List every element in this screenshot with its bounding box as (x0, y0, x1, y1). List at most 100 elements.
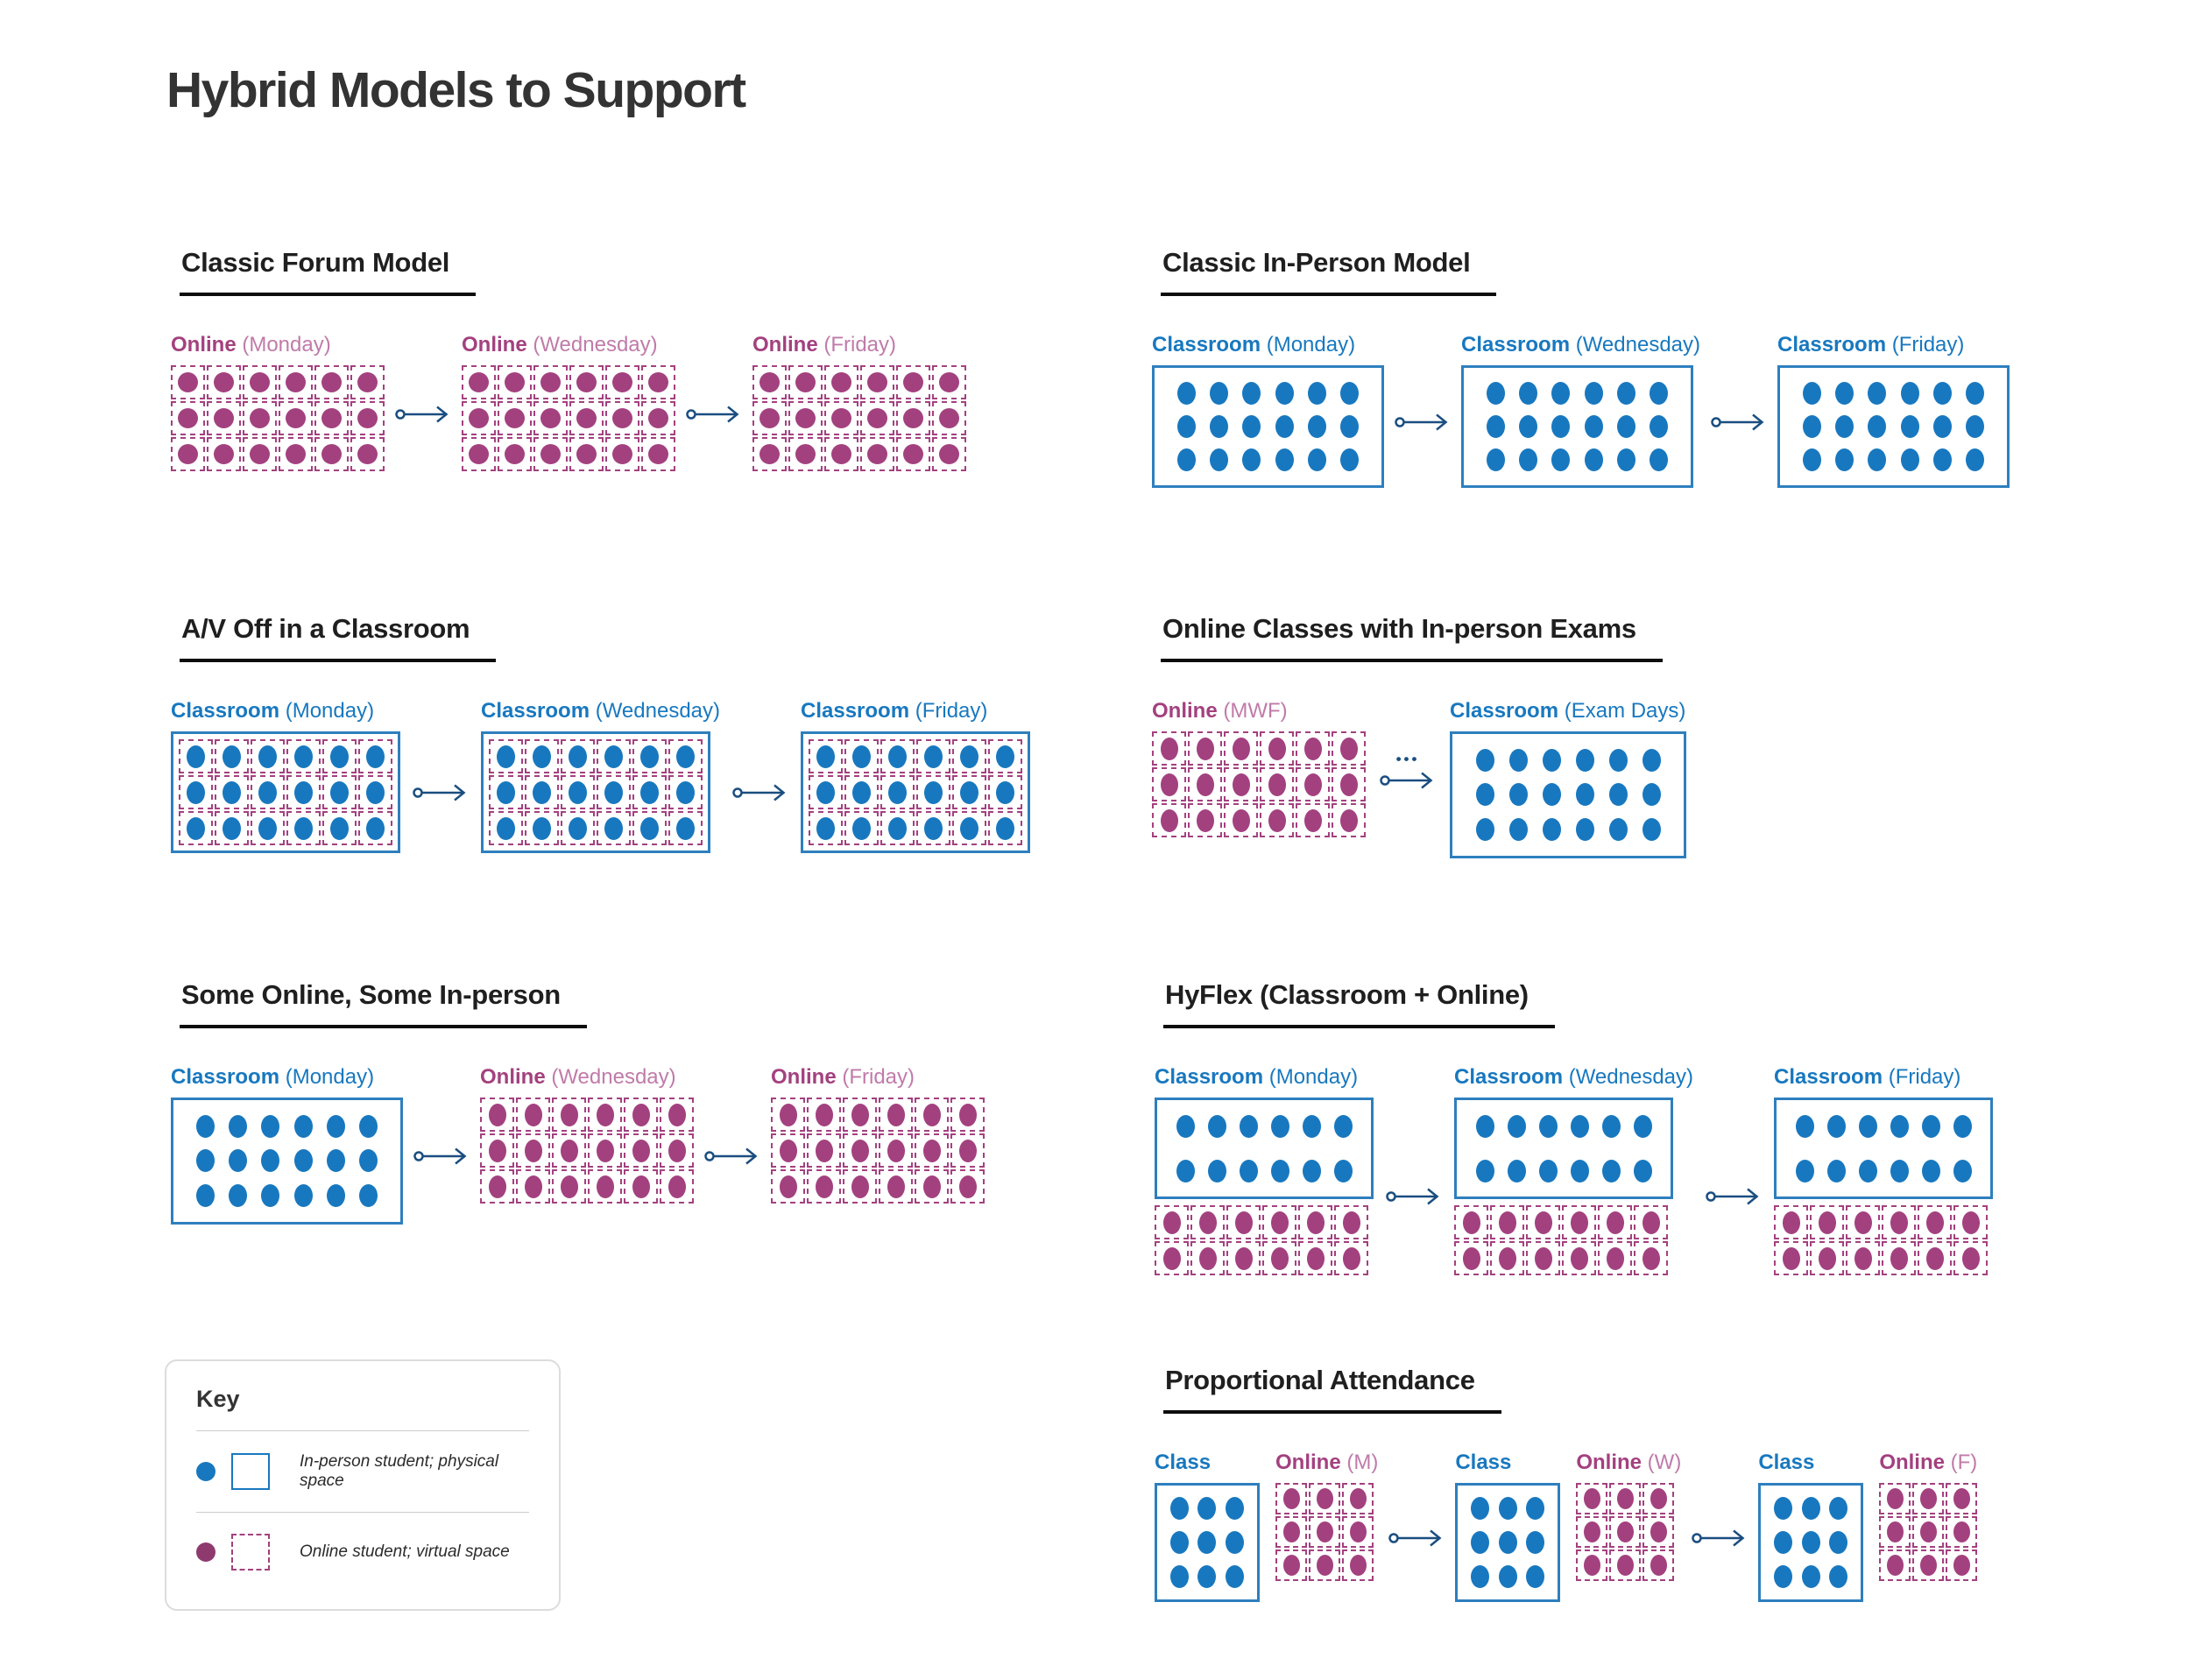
virtual-space-cell (358, 811, 392, 845)
in-person-student-dot (1487, 415, 1506, 438)
in-person-student-dot (1932, 448, 1952, 471)
virtual-space-cell (314, 401, 349, 435)
in-person-student-dot (1333, 1159, 1353, 1182)
virtual-space-cell (668, 739, 703, 773)
in-person-student-dot (1601, 1159, 1621, 1182)
virtual-space-cell (879, 1098, 913, 1132)
online-student-dot (1234, 1246, 1253, 1270)
panel-label: Classroom (Friday) (1774, 1065, 1993, 1090)
virtual-space-cell (243, 401, 277, 435)
in-person-student-dot (1526, 1530, 1545, 1554)
in-person-student-dot (326, 1114, 345, 1138)
panel-label: Online (MWF) (1152, 699, 1366, 724)
panel-label: Classroom (Wednesday) (1461, 333, 1700, 357)
online-student-dot (1268, 773, 1286, 796)
virtual-space-grid (752, 365, 966, 471)
virtual-space-cell (771, 1169, 805, 1204)
day-pair: Class Online (W) (1455, 1451, 1681, 1602)
in-person-student-dot (497, 745, 515, 768)
virtual-space-cell (314, 365, 349, 399)
virtual-space-cell (1490, 1241, 1524, 1275)
in-person-student-dot (1868, 448, 1887, 471)
online-student-dot (321, 408, 342, 428)
panel-label-paren: (Monday) (1263, 1065, 1359, 1089)
virtual-space-cell (1226, 1205, 1261, 1239)
online-student-dot (1616, 1555, 1634, 1576)
virtual-space-cell (207, 437, 241, 471)
online-student-dot (668, 1175, 686, 1198)
in-person-student-dot (1275, 382, 1294, 405)
online-student-dot (286, 372, 306, 392)
online-student-dot (540, 444, 561, 464)
virtual-space-cell (561, 775, 595, 809)
panel-label-bold: Classroom (481, 699, 590, 723)
virtual-space-cell (1576, 1549, 1608, 1581)
in-person-student-dot (196, 1114, 215, 1138)
panel-label-bold: Online (1879, 1451, 1945, 1474)
in-person-student-dot (1210, 415, 1229, 438)
model-panel: Online (Friday) (752, 333, 966, 471)
virtual-space-cell (952, 739, 987, 773)
virtual-space-cell (171, 365, 205, 399)
in-person-student-dot (366, 780, 385, 804)
virtual-space-cell (322, 739, 357, 773)
online-student-dot (815, 1103, 833, 1126)
online-student-dot (1886, 1488, 1904, 1509)
key-item-in-person: In-person student; physical space (196, 1430, 529, 1512)
online-student-dot (560, 1103, 578, 1126)
online-student-dot (612, 444, 632, 464)
panel-label: Online (Wednesday) (462, 333, 675, 357)
virtual-space-cell (950, 1169, 985, 1204)
in-person-student-dot (1176, 1114, 1195, 1138)
online-student-dot (576, 372, 597, 392)
online-student-dot (1854, 1246, 1872, 1270)
virtual-space-cell (660, 1169, 694, 1204)
online-student-dot (1316, 1521, 1333, 1542)
in-person-student-dot (1302, 1159, 1321, 1182)
online-student-dot (903, 408, 923, 428)
in-person-student-dot (1239, 1159, 1258, 1182)
online-student-dot (1961, 1246, 1980, 1270)
panel-label-bold: Online (771, 1065, 837, 1089)
model-panel: Online (W) (1576, 1451, 1681, 1602)
panel-label-bold: Classroom (801, 699, 910, 723)
panel-label-paren: (Wednesday) (590, 699, 721, 723)
section-title: A/V Off in a Classroom (180, 613, 497, 662)
in-person-student-dot (1795, 1159, 1814, 1182)
online-student-dot (1953, 1521, 1970, 1542)
virtual-space-cell (1882, 1241, 1917, 1275)
panel-label: Class (1155, 1451, 1260, 1475)
virtual-space-cell (498, 437, 532, 471)
virtual-space-cell (1609, 1483, 1642, 1514)
in-person-student-dot (1239, 1114, 1258, 1138)
in-person-student-dot (816, 745, 836, 768)
in-person-student-dot (366, 816, 385, 840)
model-panel: Classroom (Friday) (1777, 333, 2010, 488)
virtual-space-cell (788, 437, 823, 471)
in-person-student-dot (569, 745, 587, 768)
panel-row: Classroom (Monday) Classroom (Wednesday)… (1152, 333, 2010, 488)
virtual-space-cell (1526, 1205, 1560, 1239)
in-person-student-dot (1900, 448, 1919, 471)
panel-label-paren: (Friday) (1883, 1065, 1961, 1089)
virtual-space-cell (952, 811, 987, 845)
in-person-student-dot (888, 780, 908, 804)
online-student-dot (1961, 1211, 1980, 1234)
in-person-student-dot (1649, 382, 1668, 405)
online-student-dot (1642, 1246, 1660, 1270)
virtual-space-cell (1152, 803, 1186, 837)
online-student-dot (1339, 737, 1358, 760)
panel-label: Online (Friday) (771, 1065, 985, 1090)
virtual-space-grid (1155, 1205, 1368, 1275)
virtual-space-cell (498, 365, 532, 399)
classroom-box (481, 731, 710, 853)
online-student-dot (1349, 1521, 1367, 1542)
in-person-student-dot (1868, 415, 1887, 438)
classroom-box (171, 1098, 403, 1225)
virtual-space-cell (489, 739, 523, 773)
virtual-space-cell (1275, 1483, 1307, 1514)
online-student-dot (286, 408, 306, 428)
virtual-space-cell (279, 401, 313, 435)
virtual-space-cell (660, 1098, 694, 1132)
virtual-space-cell (286, 739, 321, 773)
